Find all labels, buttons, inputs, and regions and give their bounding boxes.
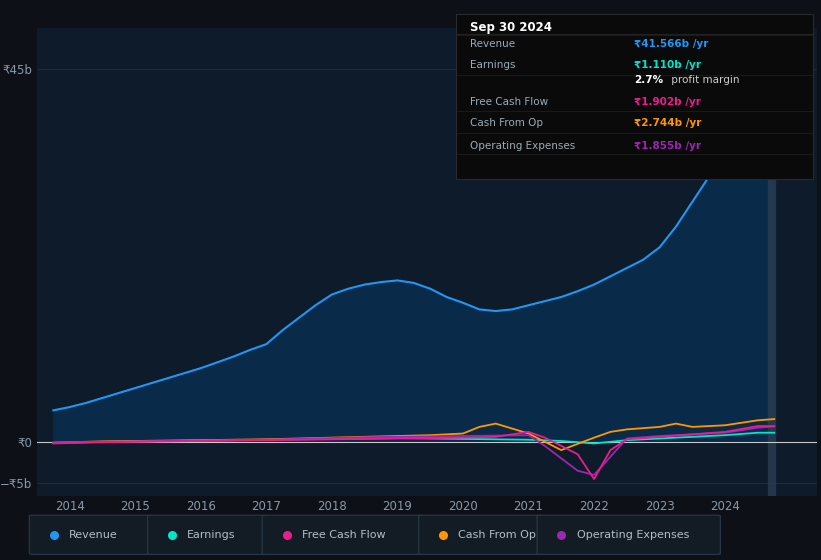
- Text: Earnings: Earnings: [470, 60, 516, 70]
- Text: Revenue: Revenue: [470, 39, 515, 49]
- FancyBboxPatch shape: [537, 515, 720, 554]
- Text: ₹1.855b /yr: ₹1.855b /yr: [635, 141, 701, 151]
- Text: 2.7%: 2.7%: [635, 75, 663, 85]
- Text: Free Cash Flow: Free Cash Flow: [470, 96, 548, 106]
- Text: ₹1.902b /yr: ₹1.902b /yr: [635, 96, 701, 106]
- FancyBboxPatch shape: [30, 515, 151, 554]
- Text: profit margin: profit margin: [668, 75, 740, 85]
- Text: Cash From Op: Cash From Op: [470, 118, 543, 128]
- Text: Operating Expenses: Operating Expenses: [470, 141, 576, 151]
- Text: ₹41.566b /yr: ₹41.566b /yr: [635, 39, 709, 49]
- Text: ₹1.110b /yr: ₹1.110b /yr: [635, 60, 701, 70]
- FancyBboxPatch shape: [419, 515, 541, 554]
- Text: Cash From Op: Cash From Op: [458, 530, 536, 540]
- Text: ₹2.744b /yr: ₹2.744b /yr: [635, 118, 702, 128]
- FancyBboxPatch shape: [148, 515, 266, 554]
- Text: Sep 30 2024: Sep 30 2024: [470, 21, 552, 34]
- Text: Operating Expenses: Operating Expenses: [577, 530, 689, 540]
- Text: Earnings: Earnings: [187, 530, 236, 540]
- Text: Free Cash Flow: Free Cash Flow: [302, 530, 386, 540]
- Text: Revenue: Revenue: [69, 530, 117, 540]
- FancyBboxPatch shape: [262, 515, 423, 554]
